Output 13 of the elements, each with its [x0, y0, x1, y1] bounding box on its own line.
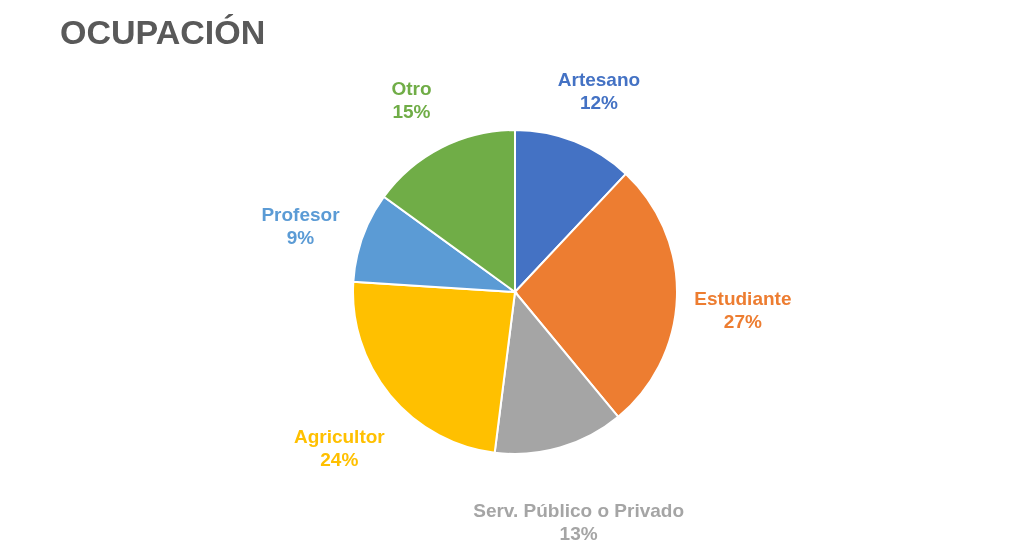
- data-label: 12%: [579, 92, 619, 114]
- data-label: 15%: [392, 100, 431, 122]
- slice-label: Profesor: [261, 203, 341, 225]
- slice-label: Serv. Público o Privado: [473, 499, 685, 521]
- slice-label: Otro: [391, 77, 432, 99]
- data-label: 13%: [559, 522, 598, 541]
- data-label: 9%: [286, 226, 315, 248]
- chart-title: OCUPACIÓN: [60, 13, 266, 52]
- slice-label: Artesano: [557, 69, 641, 91]
- slice-label: Estudiante: [694, 288, 792, 310]
- slice-label: Agricultor: [293, 426, 386, 448]
- data-label: 27%: [723, 311, 763, 333]
- data-label: 24%: [320, 449, 359, 471]
